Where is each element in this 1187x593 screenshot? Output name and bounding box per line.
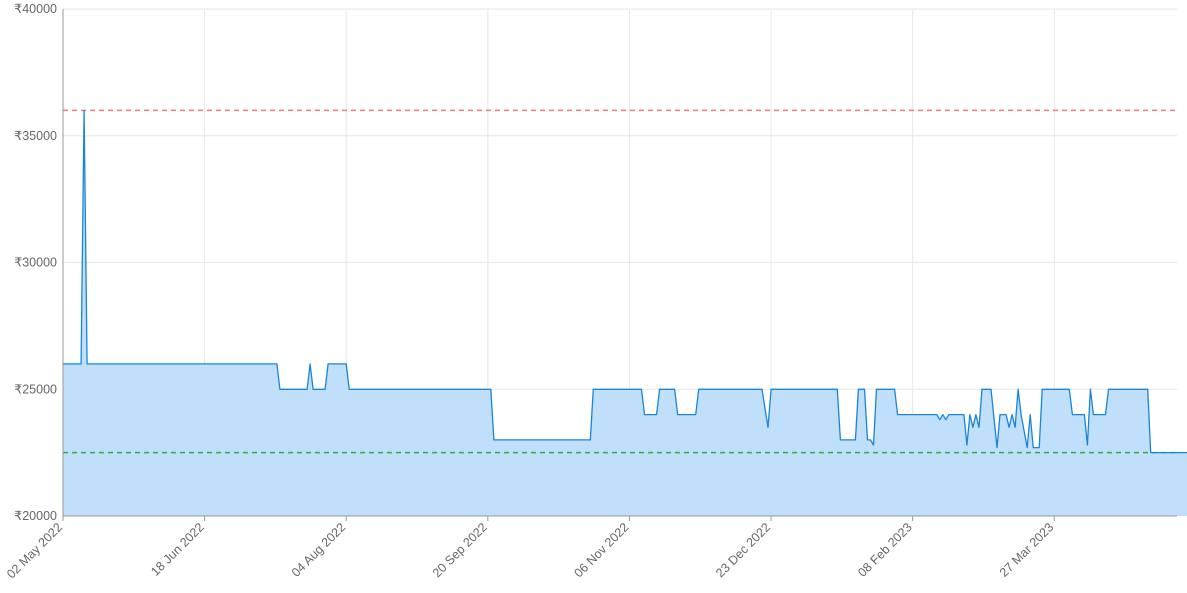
x-tick-label: 04 Aug 2022 bbox=[289, 520, 349, 580]
x-tick-label: 27 Mar 2023 bbox=[997, 520, 1057, 580]
x-tick-label: 20 Sep 2022 bbox=[430, 520, 490, 580]
x-tick-label: 06 Nov 2022 bbox=[572, 520, 632, 580]
price-series-line bbox=[63, 109, 1187, 454]
y-tick-label: ₹40000 bbox=[14, 2, 57, 16]
y-tick-label: ₹25000 bbox=[14, 382, 57, 396]
x-tick-label: 02 May 2022 bbox=[4, 520, 65, 581]
y-tick-label: ₹35000 bbox=[14, 129, 57, 143]
x-tick-label: 18 Jun 2022 bbox=[148, 520, 207, 579]
x-tick-label: 23 Dec 2022 bbox=[713, 520, 773, 580]
y-tick-label: ₹20000 bbox=[14, 509, 57, 523]
price-area-fill bbox=[63, 110, 1187, 516]
y-tick-label: ₹30000 bbox=[14, 256, 57, 270]
x-tick-label: 08 Feb 2023 bbox=[855, 520, 915, 580]
